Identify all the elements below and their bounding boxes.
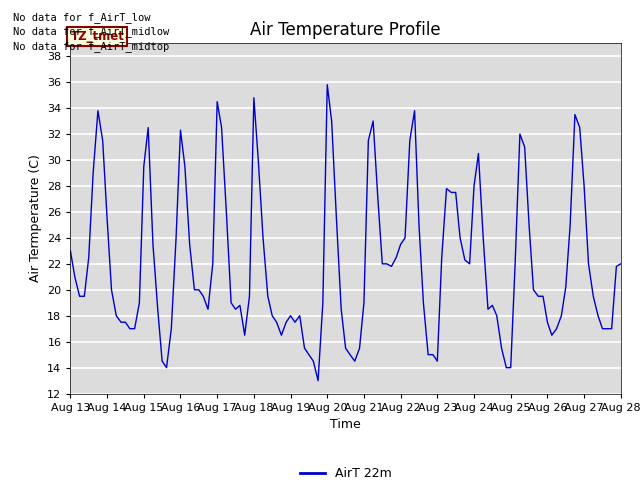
- Title: Air Temperature Profile: Air Temperature Profile: [250, 21, 441, 39]
- Text: No data for f_AirT_midtop: No data for f_AirT_midtop: [13, 41, 169, 52]
- Text: TZ_tmet: TZ_tmet: [70, 30, 124, 43]
- Text: No data for f_AirT_midlow: No data for f_AirT_midlow: [13, 26, 169, 37]
- X-axis label: Time: Time: [330, 418, 361, 431]
- Text: No data for f_AirT_low: No data for f_AirT_low: [13, 12, 150, 23]
- Legend: AirT 22m: AirT 22m: [295, 462, 396, 480]
- Y-axis label: Air Termperature (C): Air Termperature (C): [29, 155, 42, 282]
